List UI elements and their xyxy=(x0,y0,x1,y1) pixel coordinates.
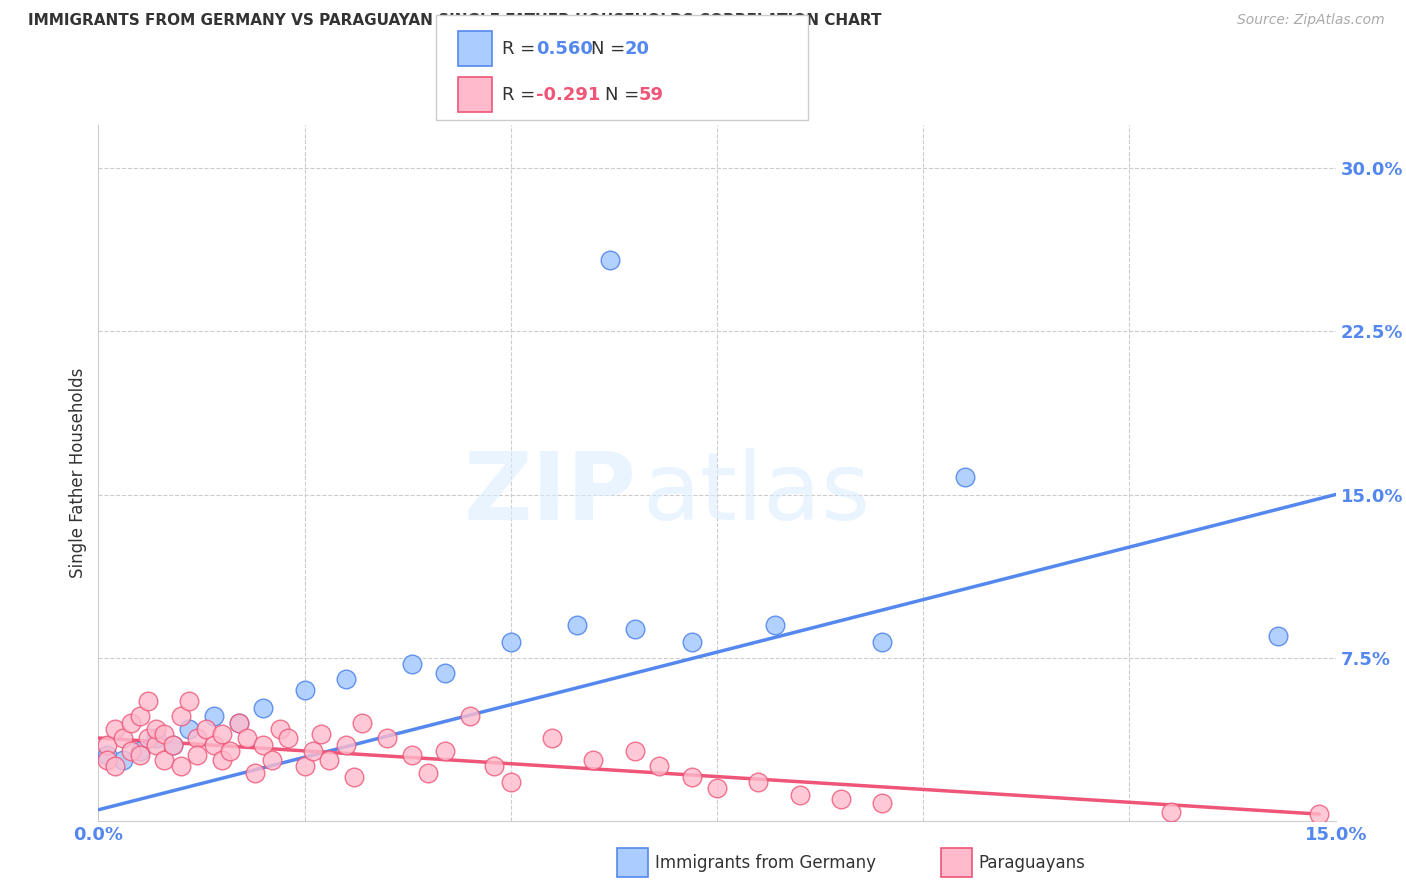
Point xyxy=(418,765,440,780)
Point xyxy=(458,709,481,723)
Point xyxy=(706,780,728,795)
Point xyxy=(582,753,605,767)
Point xyxy=(162,738,184,752)
Point xyxy=(433,744,456,758)
Point xyxy=(277,731,299,745)
Point xyxy=(145,731,167,745)
Point xyxy=(1160,805,1182,819)
Text: -0.291: -0.291 xyxy=(536,87,600,104)
Point xyxy=(128,744,150,758)
Point xyxy=(541,731,564,745)
Point xyxy=(136,694,159,708)
Point xyxy=(870,796,893,810)
Point xyxy=(219,744,242,758)
Point xyxy=(499,774,522,789)
Point xyxy=(830,792,852,806)
Point xyxy=(96,748,118,763)
Y-axis label: Single Father Households: Single Father Households xyxy=(69,368,87,578)
Point xyxy=(202,709,225,723)
Point xyxy=(763,618,786,632)
Point xyxy=(112,753,135,767)
Point xyxy=(294,683,316,698)
Point xyxy=(269,723,291,737)
Point xyxy=(252,738,274,752)
Point xyxy=(747,774,769,789)
Point xyxy=(145,738,167,752)
Point xyxy=(236,731,259,745)
Point xyxy=(335,738,357,752)
Point xyxy=(648,759,671,773)
Point xyxy=(1267,629,1289,643)
Point xyxy=(870,635,893,649)
Point xyxy=(186,731,208,745)
Text: 59: 59 xyxy=(638,87,664,104)
Text: R =: R = xyxy=(502,87,541,104)
Point xyxy=(681,770,703,784)
Point xyxy=(499,635,522,649)
Point xyxy=(401,657,423,671)
Point xyxy=(211,753,233,767)
Point xyxy=(375,731,398,745)
Point xyxy=(112,731,135,745)
Point xyxy=(1308,807,1330,822)
Point xyxy=(681,635,703,649)
Point xyxy=(179,694,201,708)
Point xyxy=(104,759,127,773)
Point xyxy=(170,759,193,773)
Point xyxy=(343,770,366,784)
Point xyxy=(318,753,340,767)
Point xyxy=(153,726,176,740)
Text: N =: N = xyxy=(591,40,630,58)
Point xyxy=(153,753,176,767)
Point xyxy=(96,738,118,752)
Point xyxy=(260,753,283,767)
Text: atlas: atlas xyxy=(643,448,872,540)
Point xyxy=(128,709,150,723)
Point xyxy=(302,744,325,758)
Text: 20: 20 xyxy=(624,40,650,58)
Text: R =: R = xyxy=(502,40,541,58)
Point xyxy=(623,623,645,637)
Point xyxy=(789,788,811,802)
Point xyxy=(309,726,332,740)
Point xyxy=(211,726,233,740)
Point xyxy=(202,738,225,752)
Point xyxy=(120,744,142,758)
Point xyxy=(294,759,316,773)
Point xyxy=(96,753,118,767)
Point xyxy=(228,715,250,730)
Text: Source: ZipAtlas.com: Source: ZipAtlas.com xyxy=(1237,13,1385,28)
Point xyxy=(120,715,142,730)
Point xyxy=(352,715,374,730)
Point xyxy=(335,673,357,687)
Point xyxy=(162,738,184,752)
Point xyxy=(484,759,506,773)
Text: N =: N = xyxy=(605,87,644,104)
Point xyxy=(565,618,588,632)
Point xyxy=(136,731,159,745)
Point xyxy=(170,709,193,723)
Point xyxy=(104,723,127,737)
Point xyxy=(194,723,217,737)
Text: Immigrants from Germany: Immigrants from Germany xyxy=(655,854,876,871)
Point xyxy=(433,665,456,680)
Point xyxy=(145,723,167,737)
Point xyxy=(186,748,208,763)
Point xyxy=(623,744,645,758)
Point xyxy=(252,700,274,714)
Point xyxy=(228,715,250,730)
Point xyxy=(401,748,423,763)
Text: ZIP: ZIP xyxy=(464,448,637,540)
Point xyxy=(128,748,150,763)
Point xyxy=(179,723,201,737)
Point xyxy=(599,252,621,267)
Point xyxy=(243,765,266,780)
Text: Paraguayans: Paraguayans xyxy=(979,854,1085,871)
Text: 0.560: 0.560 xyxy=(536,40,592,58)
Point xyxy=(953,470,976,484)
Text: IMMIGRANTS FROM GERMANY VS PARAGUAYAN SINGLE FATHER HOUSEHOLDS CORRELATION CHART: IMMIGRANTS FROM GERMANY VS PARAGUAYAN SI… xyxy=(28,13,882,29)
